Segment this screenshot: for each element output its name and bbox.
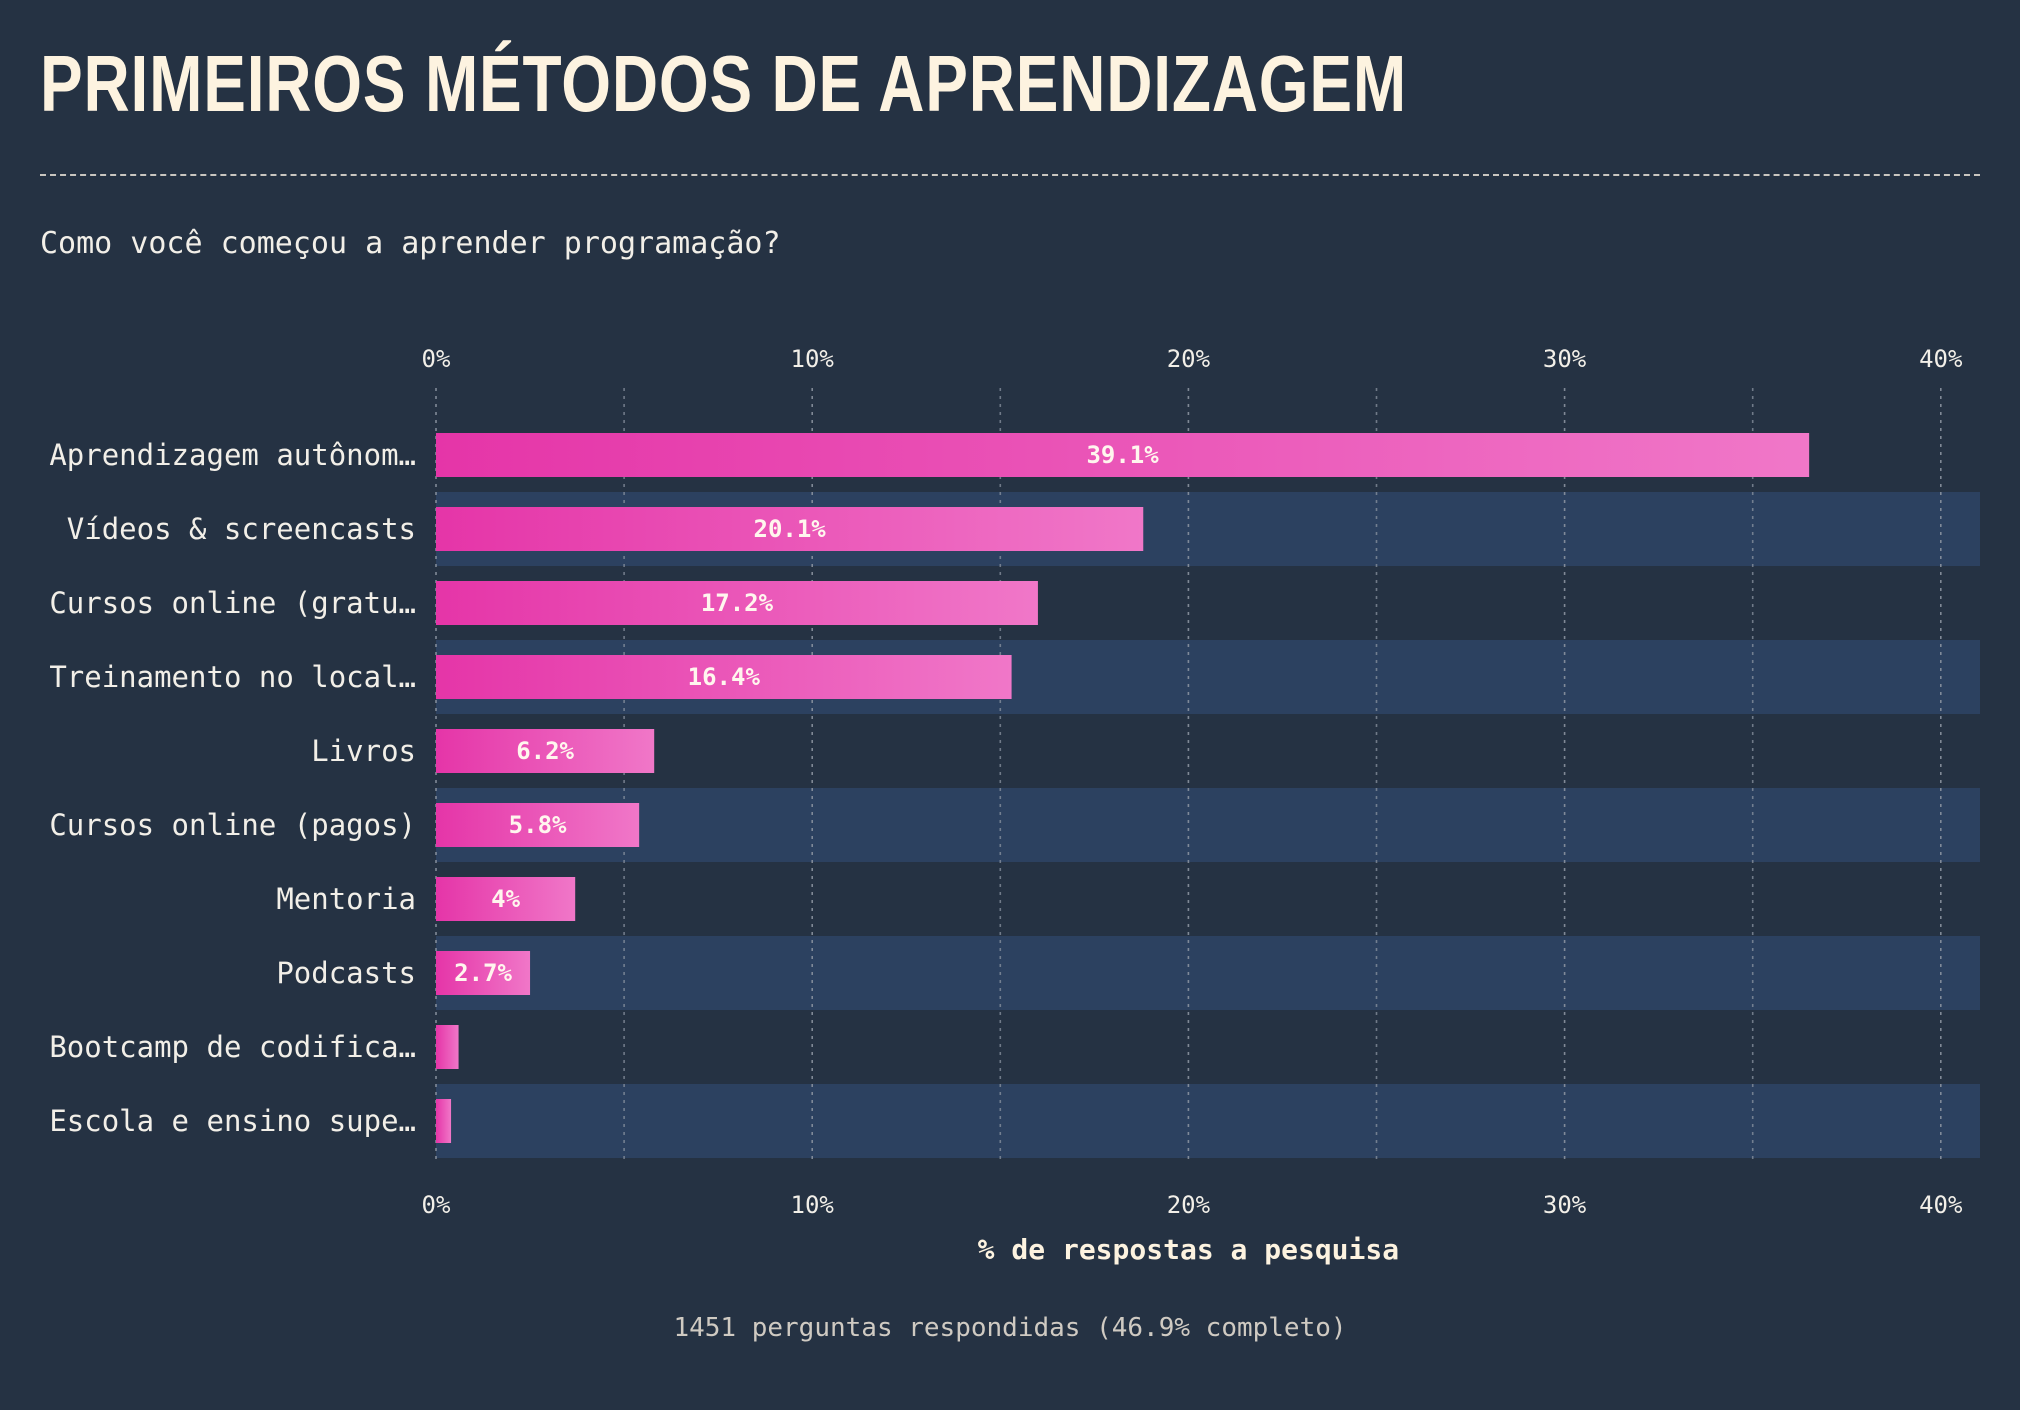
x-tick-label-top: 30% (1543, 345, 1587, 373)
tick-labels: 0% 0% 10% 10% 20% 20% 30% 30% 40% 40% (422, 345, 1963, 1219)
x-axis-title: % de respostas a pesquisa (978, 1233, 1399, 1266)
bar (436, 729, 655, 773)
x-tick-label-bottom: 10% (791, 1191, 835, 1219)
x-tick-label-bottom: 30% (1543, 1191, 1587, 1219)
x-tick-label-bottom: 0% (422, 1191, 451, 1219)
x-tick-label-top: 0% (422, 345, 451, 373)
bar-value-label: 16.4% (688, 663, 761, 691)
category-label: Cursos online (gratu… (49, 586, 416, 620)
category-label: Bootcamp de codifica… (49, 1030, 416, 1064)
bar-value-label: 6.2% (516, 737, 574, 765)
chart-title: Primeiros Métodos de Aprendizagem (40, 39, 1407, 128)
bar (436, 1025, 459, 1069)
bar-value-label: 5.8% (509, 811, 567, 839)
category-label: Podcasts (276, 956, 416, 990)
category-label: Vídeos & screencasts (67, 512, 416, 546)
row-band (436, 1084, 1980, 1158)
bar (436, 655, 1012, 699)
row-bands (436, 492, 1980, 1158)
category-labels: Aprendizagem autônom… Vídeos & screencast… (49, 438, 416, 1138)
bar (436, 951, 531, 995)
bar-value-label: 20.1% (754, 515, 827, 543)
title-divider (40, 174, 1980, 176)
row-band (436, 788, 1980, 862)
x-tick-label-top: 20% (1167, 345, 1211, 373)
x-tick-label-top: 10% (791, 345, 835, 373)
bars: 39.1% 20.1% 17.2% 16.4% 6.2% 5.8% 4% 2.7% (436, 433, 1810, 1143)
bar (436, 803, 640, 847)
bar (436, 1099, 452, 1143)
x-tick-label-top: 40% (1919, 345, 1963, 373)
x-tick-label-bottom: 20% (1167, 1191, 1211, 1219)
bar-value-label: 39.1% (1086, 441, 1159, 469)
bar (436, 433, 1810, 477)
category-label: Mentoria (276, 882, 416, 916)
category-label: Aprendizagem autônom… (49, 438, 416, 472)
bar (436, 507, 1144, 551)
x-tick-label-bottom: 40% (1919, 1191, 1963, 1219)
chart-subtitle: Como você começou a aprender programação… (40, 226, 781, 261)
category-label: Livros (311, 734, 416, 768)
bar-value-label: 17.2% (701, 589, 774, 617)
chart-footer: 1451 perguntas respondidas (46.9% comple… (673, 1313, 1347, 1343)
bar (436, 877, 576, 921)
bar-value-label: 4% (491, 885, 520, 913)
category-label: Cursos online (pagos) (49, 808, 416, 842)
row-band (436, 936, 1980, 1010)
bar (436, 581, 1038, 625)
category-label: Treinamento no local… (49, 660, 416, 694)
bar-value-label: 2.7% (454, 959, 512, 987)
category-label: Escola e ensino supe… (49, 1104, 416, 1138)
